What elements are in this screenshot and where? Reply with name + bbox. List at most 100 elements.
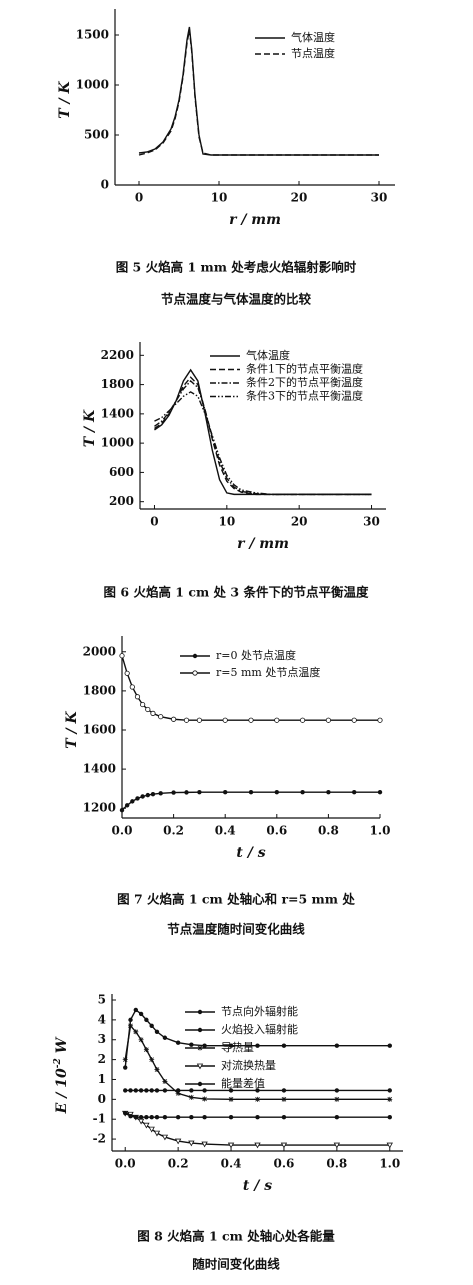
marker bbox=[149, 1023, 154, 1029]
marker bbox=[202, 1115, 207, 1120]
marker bbox=[189, 1042, 194, 1047]
y-tick-label: 1800 bbox=[83, 683, 116, 697]
y-tick-label: 0 bbox=[98, 1092, 106, 1106]
marker bbox=[326, 789, 331, 795]
marker bbox=[228, 1115, 234, 1120]
marker bbox=[128, 1088, 133, 1093]
marker bbox=[175, 1040, 181, 1045]
marker bbox=[130, 799, 135, 804]
marker bbox=[143, 1047, 149, 1053]
y-axis-label: T / K bbox=[64, 710, 80, 748]
marker bbox=[153, 1130, 161, 1137]
marker bbox=[128, 1023, 134, 1029]
marker bbox=[352, 789, 357, 795]
legend-label: 对流换热量 bbox=[221, 1058, 276, 1072]
legend-label: 气体温度 bbox=[291, 30, 335, 44]
marker bbox=[144, 1017, 149, 1023]
marker bbox=[122, 1057, 128, 1063]
y-axis-label-part: -2 bbox=[53, 1058, 63, 1068]
marker bbox=[351, 717, 357, 723]
marker bbox=[175, 1115, 181, 1120]
marker bbox=[119, 653, 125, 659]
x-tick-label: 20 bbox=[291, 191, 308, 205]
marker bbox=[228, 1096, 234, 1102]
marker bbox=[274, 717, 280, 723]
marker bbox=[387, 1088, 392, 1093]
series-line bbox=[154, 379, 372, 496]
marker bbox=[325, 717, 331, 723]
legend-label: 节点向外辐射能 bbox=[221, 1004, 298, 1018]
series-line bbox=[124, 1112, 390, 1118]
marker bbox=[387, 1043, 392, 1048]
x-tick-label: 0.4 bbox=[221, 1157, 242, 1171]
marker bbox=[135, 796, 140, 801]
marker bbox=[161, 1134, 169, 1141]
marker bbox=[138, 1011, 144, 1017]
marker bbox=[149, 1088, 154, 1093]
marker bbox=[174, 1138, 182, 1145]
y-tick-label: 500 bbox=[84, 128, 109, 142]
legend-label: 气体温度 bbox=[246, 348, 290, 362]
marker bbox=[299, 717, 306, 723]
marker bbox=[281, 1096, 287, 1102]
legend-label: 能量差值 bbox=[221, 1076, 265, 1090]
legend-label: 火焰投入辐射能 bbox=[221, 1022, 298, 1036]
marker bbox=[281, 1115, 287, 1120]
marker bbox=[150, 791, 156, 797]
marker bbox=[300, 789, 305, 795]
x-axis-label: t / s bbox=[243, 1178, 272, 1194]
x-tick-label: 10 bbox=[218, 515, 235, 529]
y-tick-label: 4 bbox=[98, 1012, 106, 1026]
marker bbox=[255, 1088, 260, 1093]
x-tick-label: 30 bbox=[371, 191, 388, 205]
marker bbox=[201, 1141, 208, 1148]
marker bbox=[183, 717, 190, 723]
y-tick-label: 2 bbox=[98, 1052, 106, 1066]
x-tick-label: 0.2 bbox=[168, 1157, 189, 1171]
legend-marker bbox=[196, 1063, 204, 1070]
marker bbox=[255, 1043, 260, 1048]
marker bbox=[138, 1088, 144, 1093]
legend-label: 节点温度 bbox=[291, 46, 335, 60]
marker bbox=[386, 1142, 393, 1149]
y-axis-label: E / 10-2 W bbox=[53, 1036, 71, 1114]
y-tick-label: 1200 bbox=[83, 801, 116, 815]
x-tick-label: 10 bbox=[211, 191, 228, 205]
x-tick-label: 1.0 bbox=[379, 1157, 400, 1171]
marker bbox=[154, 1029, 160, 1034]
marker bbox=[377, 789, 383, 795]
marker bbox=[140, 701, 146, 708]
marker bbox=[154, 1067, 160, 1073]
marker bbox=[334, 1115, 340, 1120]
y-tick-label: 1500 bbox=[76, 28, 109, 42]
y-tick-label: 600 bbox=[109, 465, 134, 479]
caption: 图 6 火焰高 1 cm 处 3 条件下的节点平衡温度 bbox=[104, 585, 369, 600]
y-tick-label: 2000 bbox=[83, 644, 116, 658]
y-tick-label: 1600 bbox=[83, 723, 116, 737]
x-tick-label: 0.8 bbox=[318, 824, 339, 838]
legend-label: r=0 处节点温度 bbox=[216, 648, 296, 662]
marker bbox=[124, 803, 130, 808]
marker bbox=[188, 1094, 194, 1100]
marker bbox=[149, 1115, 154, 1120]
marker bbox=[123, 1065, 128, 1070]
marker bbox=[128, 1017, 133, 1023]
series-line bbox=[154, 376, 372, 496]
x-tick-label: 0.8 bbox=[326, 1157, 347, 1171]
marker bbox=[144, 1088, 149, 1093]
y-tick-label: 3 bbox=[98, 1032, 106, 1046]
series-line bbox=[124, 1024, 390, 1101]
marker bbox=[158, 714, 164, 720]
marker bbox=[133, 1007, 139, 1013]
legend-marker bbox=[197, 1045, 203, 1051]
x-tick-label: 0.6 bbox=[266, 824, 287, 838]
marker bbox=[171, 716, 177, 722]
marker bbox=[138, 1115, 144, 1120]
marker bbox=[123, 1088, 128, 1093]
legend-label: 条件3下的节点平衡温度 bbox=[246, 389, 363, 403]
marker bbox=[188, 1140, 195, 1147]
y-tick-label: 5 bbox=[98, 993, 106, 1007]
x-tick-label: 30 bbox=[363, 515, 380, 529]
marker bbox=[248, 717, 254, 723]
caption: 随时间变化曲线 bbox=[192, 1257, 280, 1272]
